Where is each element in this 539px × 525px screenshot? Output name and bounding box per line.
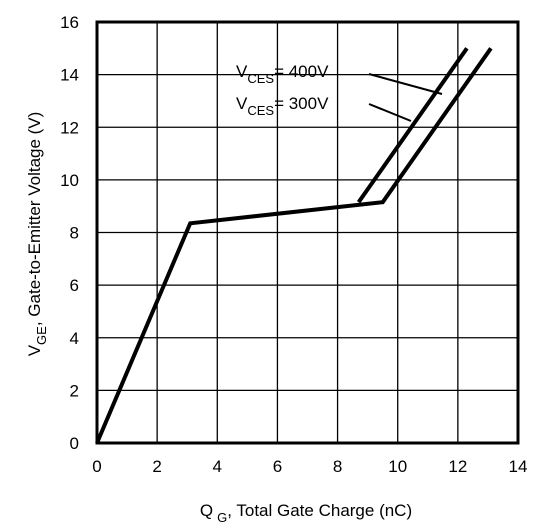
y-tick-label: 10 [60,171,79,190]
series-lines [95,47,493,444]
annotation-300-sub: CES [247,103,274,118]
x-tick-label: 2 [152,457,161,476]
grid-lines [97,22,518,443]
x-tick-label: 14 [509,457,528,476]
x-tick-label: 12 [448,457,467,476]
annotation-400-prefix: V [236,62,248,81]
series-line-1 [356,47,469,204]
y-tick-label: 16 [60,13,79,32]
y-axis-title-main: V [25,344,44,356]
annotation-vces-400: VCES= 400V [236,62,443,95]
series-line-0 [95,47,493,444]
x-tick-label: 10 [388,457,407,476]
y-axis-title-rest: , Gate-to-Emitter Voltage (V) [25,112,44,326]
annotation-400-rest: = 400V [274,62,329,81]
y-tick-label: 0 [70,434,79,453]
annotation-300-rest: = 300V [274,94,329,113]
x-axis-title-sub: G [217,510,227,525]
x-axis-title: Q G, Total Gate Charge (nC) [200,501,412,525]
plot-frame [95,20,520,445]
annotation-vces-300: VCES= 300V [236,94,412,122]
annotation-400-pointer [368,73,443,95]
svg-text:VCES= 300V: VCES= 300V [236,94,329,118]
annotation-300-pointer [368,103,412,122]
x-axis-title-rest: , Total Gate Charge (nC) [227,501,412,520]
annotation-400-sub: CES [247,71,274,86]
y-tick-label: 6 [70,276,79,295]
y-tick-label: 14 [60,66,79,85]
svg-text:VCES= 400V: VCES= 400V [236,62,329,86]
annotation-300-prefix: V [236,94,248,113]
x-tick-label: 6 [273,457,282,476]
y-tick-label: 2 [70,381,79,400]
y-tick-label: 4 [70,329,79,348]
x-axis-title-main: Q [200,501,213,520]
x-tick-label: 0 [92,457,101,476]
tick-labels: 0 2 4 6 8 10 12 14 0 2 4 6 8 10 12 14 16 [60,13,527,476]
y-axis-title: VGE, Gate-to-Emitter Voltage (V) [25,112,49,357]
y-tick-label: 8 [70,224,79,243]
x-tick-label: 8 [333,457,342,476]
y-tick-label: 12 [60,118,79,137]
x-tick-label: 4 [213,457,222,476]
y-axis-title-sub: GE [34,326,49,345]
